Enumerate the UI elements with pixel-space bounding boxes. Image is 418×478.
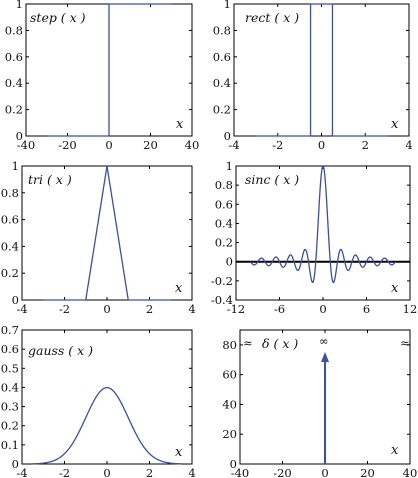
step-xtick-label: 40 [185,138,200,152]
rect-ytick-label: 0.6 [213,50,231,64]
rect-ytick-label: 0 [224,129,231,143]
gauss-ytick-label: 0.6 [1,342,19,356]
rect-ytick-label: 0.4 [213,76,231,90]
step-xtick-label: 20 [143,138,158,152]
sinc-xtick-label: 0 [319,302,326,316]
delta-x-axis-label: x [391,443,399,458]
tri-xtick-label: -4 [16,302,27,316]
rect-xtick-label: -2 [272,138,283,152]
sinc-ytick-label: 0.2 [215,236,233,250]
tri-ytick-label: 0.4 [1,239,19,253]
tri-ytick-label: 1 [12,159,19,173]
gauss-ytick-label: 0.3 [1,400,19,414]
sinc-xtick-label: 6 [363,302,370,316]
step-x-axis-label: x [176,117,184,132]
gauss-ytick-label: 0.1 [1,438,19,452]
sinc-ytick-label: 0.6 [215,197,233,211]
rect-x-axis-label: x [391,117,399,132]
delta-xtick-label: 0 [321,466,328,478]
delta-impulse-arrow [321,352,329,362]
sinc-ytick-label: 0 [226,255,233,269]
gauss-ytick-label: 0.4 [1,380,19,394]
delta-xtick-label: -20 [273,466,292,478]
rect-ytick-label: 0.2 [213,103,231,117]
tri-xtick-label: 2 [146,302,153,316]
sinc-series-line [249,165,397,284]
step-series-line [46,3,172,137]
tri-function-label: tri ( x ) [28,172,72,187]
sinc-xtick-label: -12 [227,302,246,316]
rect-function-label: rect ( x ) [245,10,299,25]
panel-delta: -40 -20 0 20 40 0 20 40 60 80 δ ( x ) x ≈ ∞ ≈ [222,329,418,478]
gauss-xtick-label: 0 [103,466,110,478]
step-ytick-label: 0.6 [5,50,23,64]
step-ytick-label: 0.8 [5,23,23,37]
delta-ytick-label: 0 [230,457,237,471]
sinc-ytick-label: -0.2 [211,274,233,288]
panel-step: -40 -20 0 20 40 0 0.2 0.4 0.6 0.8 1 step ( x ) x [5,0,200,152]
step-ytick-label: 0.4 [5,76,23,90]
step-ytick-label: 1 [16,0,23,11]
gauss-ytick-label: 0 [12,457,19,471]
tri-ytick-label: 0.2 [1,266,19,280]
sinc-xtick-label: -6 [274,302,285,316]
rect-xtick-label: 4 [405,138,412,152]
tri-ytick-label: 0.8 [1,186,19,200]
step-function-label: step ( x ) [30,10,86,25]
rect-xtick-label: 0 [318,138,325,152]
delta-xtick-label: 20 [360,466,375,478]
gauss-x-axis-label: x [175,445,183,460]
rect-ytick-label: 1 [224,0,231,11]
tri-ytick-label: 0.6 [1,213,19,227]
sinc-function-label: sinc ( x ) [245,172,299,187]
gauss-xtick-label: -4 [16,466,27,478]
tri-series-line [43,165,171,301]
gauss-function-label: gauss ( x ) [28,343,93,358]
sinc-ytick-label: 0.8 [215,178,233,192]
delta-ytick-label: 20 [222,427,237,441]
delta-ytick-label: 80 [222,338,237,352]
rect-xtick-label: 2 [362,138,369,152]
step-xtick-label: -20 [58,138,77,152]
rect-series-line [255,3,388,137]
sinc-ytick-label: 0.4 [215,216,233,230]
gauss-xtick-label: 4 [188,466,195,478]
step-ytick-label: 0 [16,129,23,143]
panel-sinc: -12 -6 0 6 12 -0.4 -0.2 0 0.2 0.4 0.6 0.8 1 sinc ( x… [211,159,418,316]
tri-ytick-label: 0 [12,293,19,307]
sinc-x-axis-label: x [391,281,399,296]
delta-approx-left: ≈ [243,336,253,350]
sinc-ytick-label: -0.4 [211,293,233,307]
tri-xtick-label: 4 [188,302,195,316]
gauss-xtick-label: -2 [59,466,70,478]
gauss-ytick-label: 0.5 [1,361,19,375]
delta-function-label: δ ( x ) [262,336,298,351]
delta-approx-right: ≈ [400,336,410,350]
panel-rect: -4 -2 0 2 4 0 0.2 0.4 0.6 0.8 1 rect ( x ) x [213,0,413,152]
step-xtick-label: -40 [17,138,36,152]
sinc-ytick-label: 1 [226,159,233,173]
delta-xtick-label: -40 [231,466,250,478]
tri-x-axis-label: x [175,281,183,296]
rect-xtick-label: -4 [228,138,239,152]
rect-ytick-label: 0.8 [213,23,231,37]
panel-gauss: -4 -2 0 2 4 0 0.1 0.2 0.3 0.4 0.5 0.6 0.7 gauss ( x … [1,323,196,478]
gauss-series-line [32,386,182,465]
step-xtick-label: 0 [105,138,112,152]
panel-tri: -4 -2 0 2 4 0 0.2 0.4 0.6 0.8 1 tri ( x ) x [1,159,196,316]
delta-xtick-label: 40 [403,466,418,478]
tri-xtick-label: 0 [103,302,110,316]
step-ytick-label: 0.2 [5,103,23,117]
gauss-ytick-label: 0.7 [1,323,19,337]
delta-infinity-label: ∞ [319,334,329,348]
gauss-ytick-label: 0.2 [1,419,19,433]
delta-ytick-label: 60 [222,368,237,382]
gauss-xtick-label: 2 [146,466,153,478]
sinc-xtick-label: 12 [403,302,418,316]
tri-xtick-label: -2 [59,302,70,316]
delta-ytick-label: 40 [222,397,237,411]
